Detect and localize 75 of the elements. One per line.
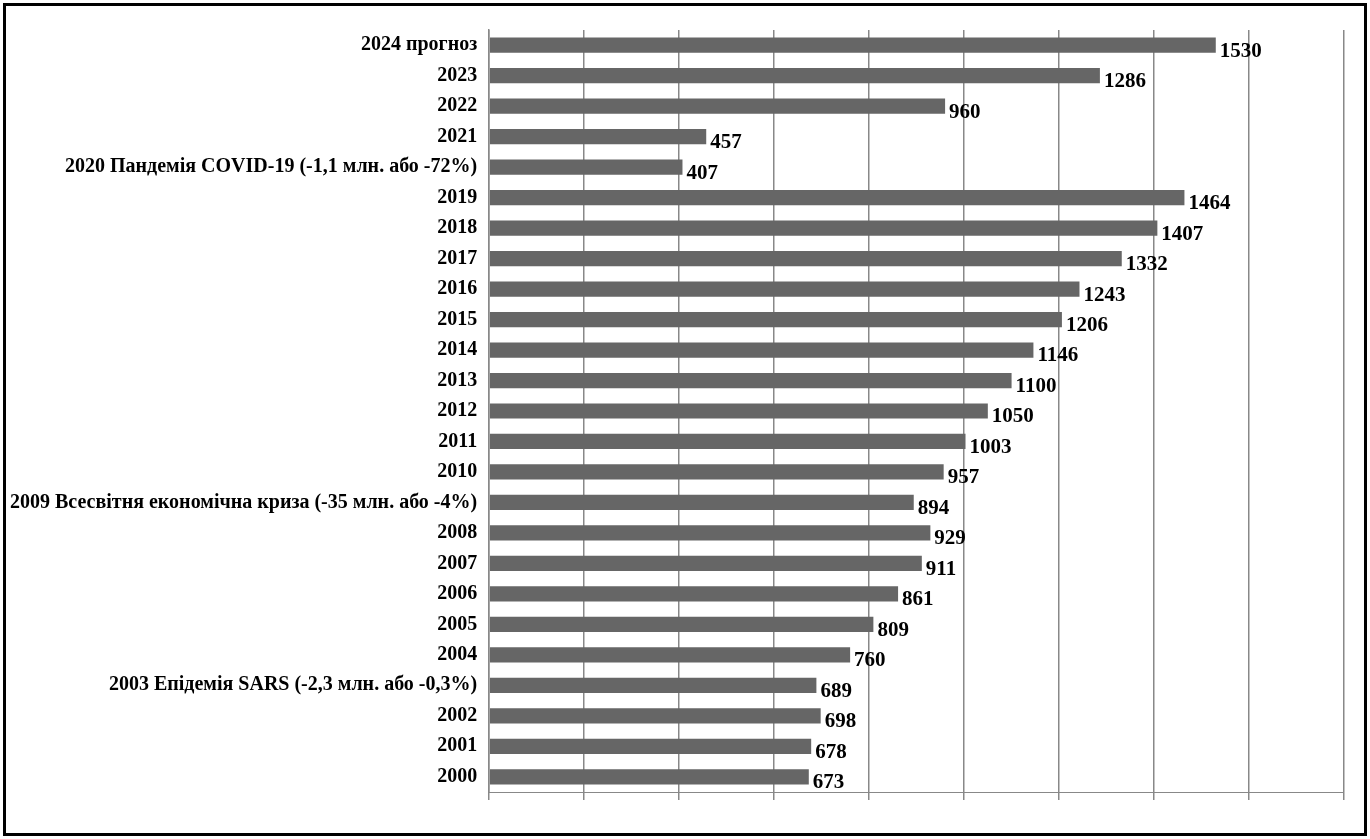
y-tick-label: 2024 прогноз xyxy=(360,32,478,56)
data-label: 673 xyxy=(812,769,845,794)
data-label: 960 xyxy=(949,98,981,123)
bar xyxy=(489,372,1012,389)
bar xyxy=(489,281,1080,297)
data-label: 1243 xyxy=(1083,281,1126,306)
bar xyxy=(489,555,922,572)
y-tick-label: 2008 xyxy=(437,520,478,543)
bar xyxy=(489,647,851,663)
y-tick-label: 2013 xyxy=(437,367,478,390)
bar xyxy=(489,250,1122,267)
y-tick-label: 2021 xyxy=(437,123,478,146)
y-tick-label: 2004 xyxy=(437,642,478,665)
data-label: 457 xyxy=(710,129,742,154)
y-tick-label: 2016 xyxy=(437,276,478,299)
y-tick-label: 2010 xyxy=(437,459,478,482)
data-label: 1050 xyxy=(991,403,1034,428)
data-label: 1206 xyxy=(1065,311,1108,336)
y-tick-label: 2015 xyxy=(437,306,478,329)
data-label: 1100 xyxy=(1015,372,1057,397)
bar xyxy=(489,159,683,175)
y-tick-label: 2018 xyxy=(437,215,478,238)
data-label: 1003 xyxy=(969,433,1012,458)
y-tick-label: 2002 xyxy=(437,702,478,725)
bar xyxy=(489,37,1216,53)
bar xyxy=(489,616,874,632)
bar xyxy=(489,586,899,602)
data-label: 678 xyxy=(815,738,847,763)
bar xyxy=(489,311,1062,328)
bar xyxy=(489,220,1158,236)
data-label: 1332 xyxy=(1125,251,1168,276)
y-tick-label: 2019 xyxy=(437,184,478,207)
y-tick-label: 2009 Всесвітня економічна криза (-35 млн. або -4%) xyxy=(9,489,478,513)
data-label: 929 xyxy=(934,525,966,550)
bar xyxy=(489,525,931,541)
bar xyxy=(489,190,1185,206)
y-tick-label: 2005 xyxy=(437,611,478,634)
data-label: 689 xyxy=(820,677,852,702)
bar xyxy=(489,129,707,145)
y-tick-label: 2011 xyxy=(438,428,478,451)
data-label: 1146 xyxy=(1037,342,1079,367)
bar xyxy=(489,464,944,480)
data-label: 760 xyxy=(854,647,886,672)
data-label: 1407 xyxy=(1161,220,1204,245)
bar xyxy=(489,494,914,511)
bar xyxy=(489,98,946,114)
y-tick-label: 2022 xyxy=(437,93,478,116)
data-label: 1530 xyxy=(1219,37,1262,62)
data-label: 1286 xyxy=(1103,68,1146,93)
y-tick-label: 2001 xyxy=(437,733,478,756)
bar xyxy=(489,68,1100,84)
y-tick-label: 2023 xyxy=(437,62,478,85)
bar xyxy=(489,708,821,724)
data-label: 809 xyxy=(877,616,909,641)
bar xyxy=(489,342,1034,358)
bar xyxy=(489,769,809,785)
y-tick-label: 2003 Епідемія SARS (-2,3 млн. або -0,3%) xyxy=(108,672,478,696)
data-label: 894 xyxy=(917,494,950,519)
y-tick-label: 2012 xyxy=(437,398,478,421)
data-label: 861 xyxy=(902,586,934,611)
y-tick-label: 2007 xyxy=(437,550,478,573)
y-tick-label: 2006 xyxy=(437,581,478,604)
data-label: 911 xyxy=(925,555,957,580)
bar xyxy=(489,433,966,450)
bar xyxy=(489,403,988,419)
y-tick-label: 2000 xyxy=(437,763,478,786)
data-label: 957 xyxy=(947,464,980,489)
y-tick-label: 2017 xyxy=(437,245,478,268)
y-tick-label: 2020 Пандемія COVID-19 (-1,1 млн. або -72%) xyxy=(65,154,478,178)
y-tick-label: 2014 xyxy=(437,337,478,360)
data-label: 1464 xyxy=(1188,190,1231,215)
data-label: 407 xyxy=(686,159,718,184)
data-label: 698 xyxy=(824,708,857,733)
bar xyxy=(489,738,812,754)
bar xyxy=(489,677,817,693)
